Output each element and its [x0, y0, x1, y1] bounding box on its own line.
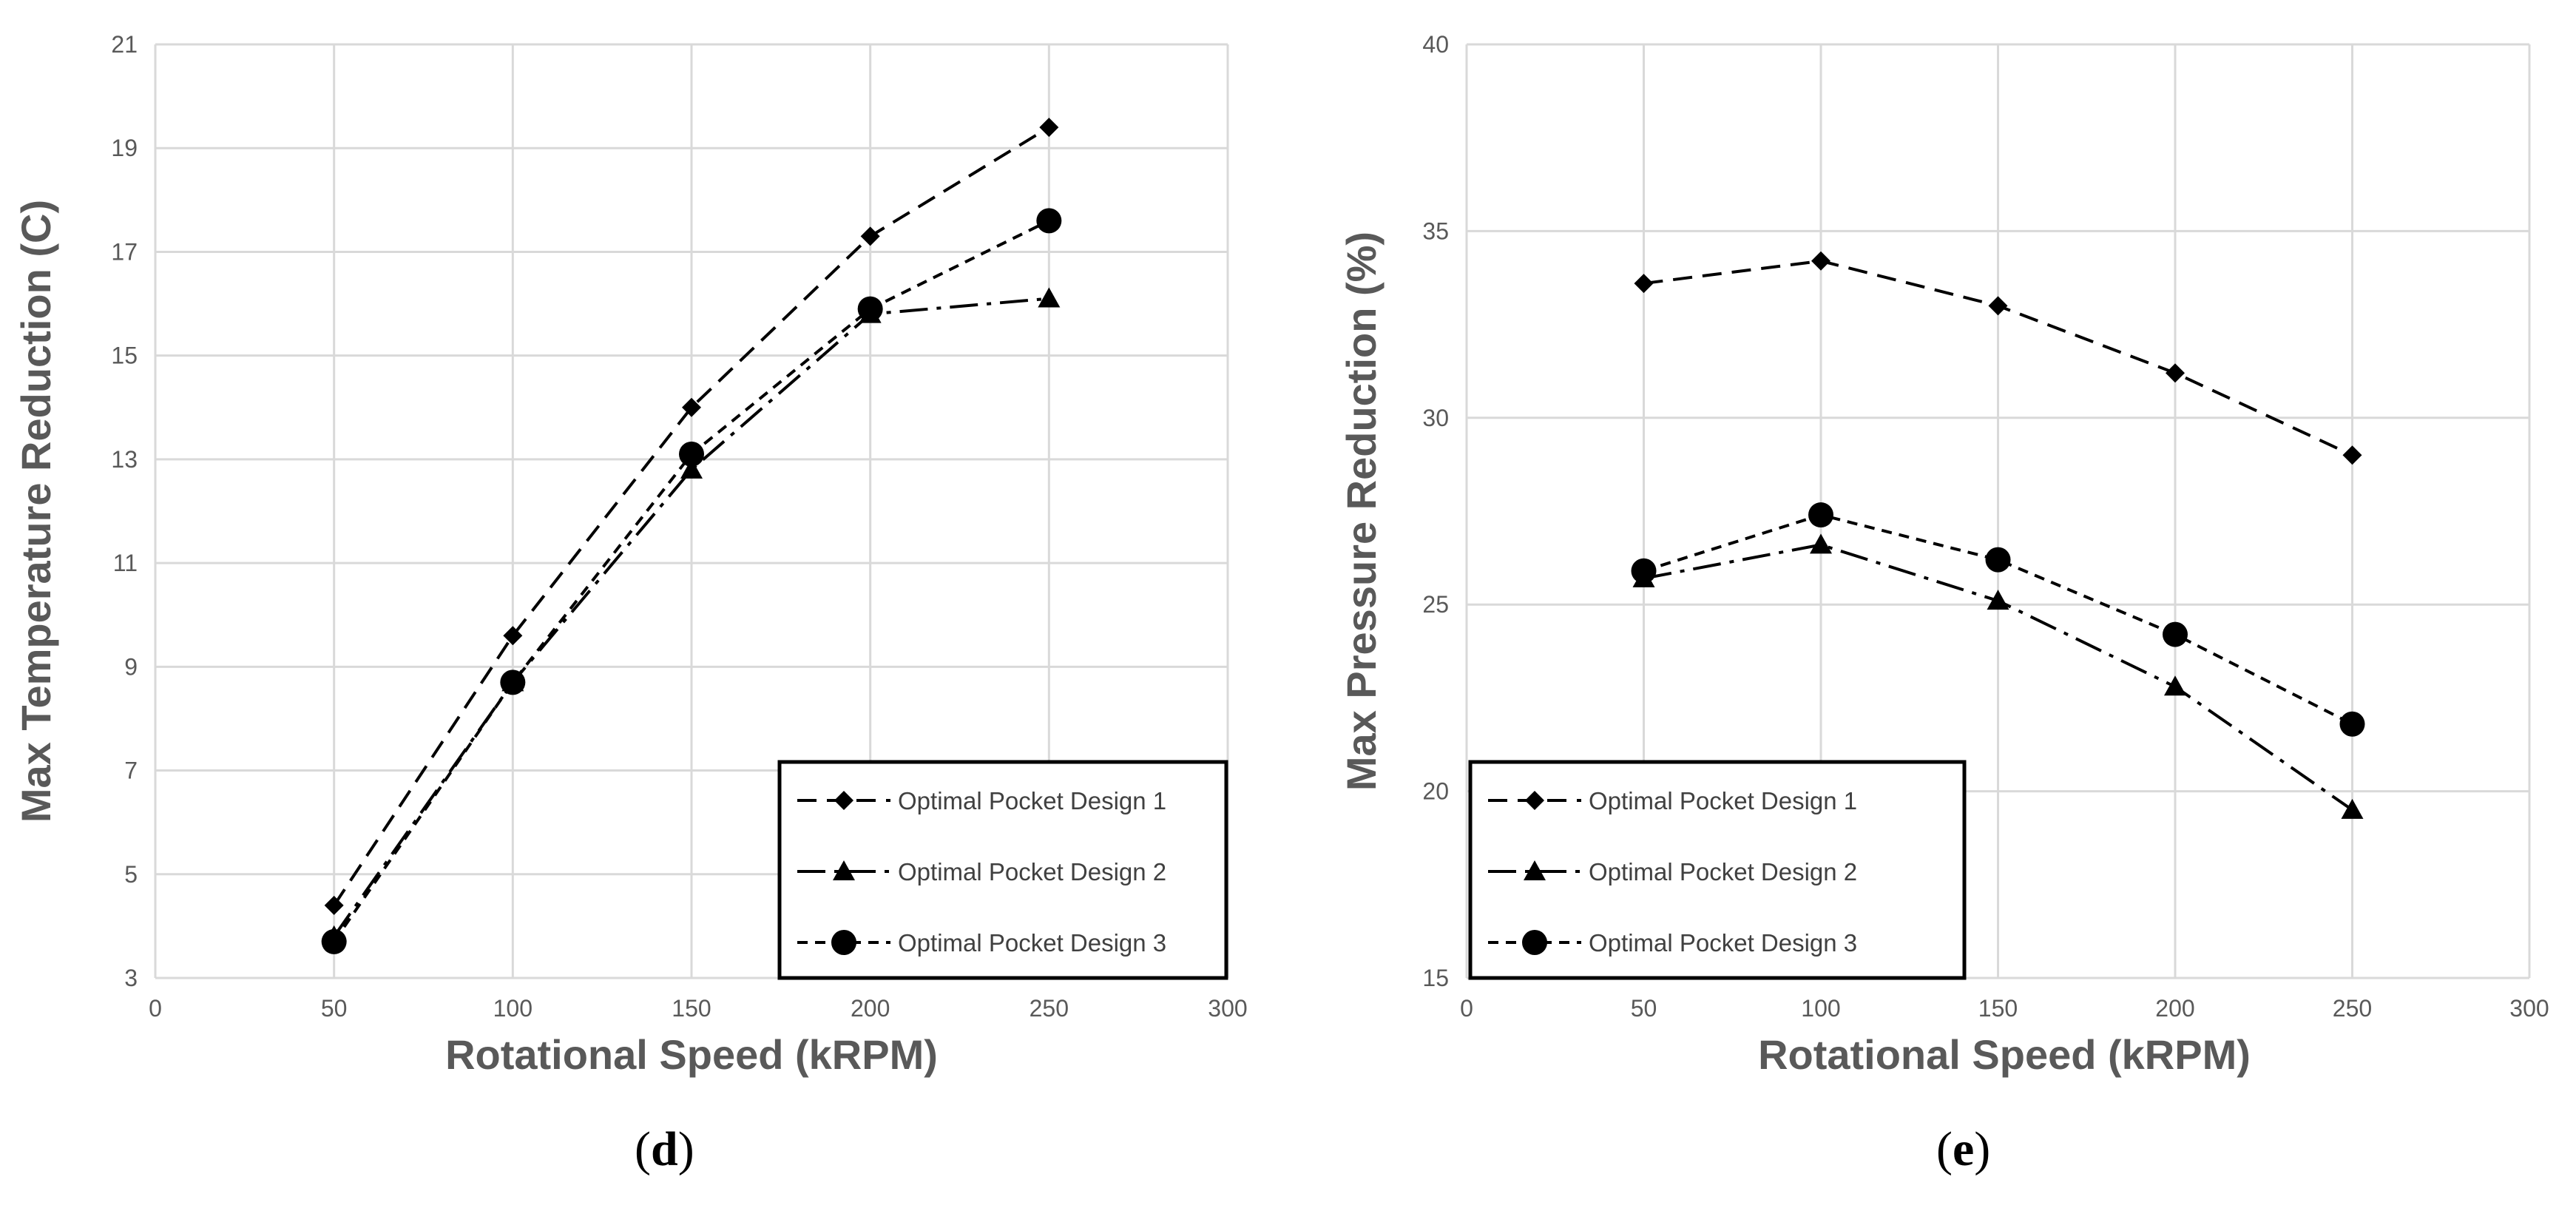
- y-tick-label: 11: [113, 550, 138, 576]
- legend: Optimal Pocket Design 1 Optimal Pocket De…: [777, 760, 1228, 980]
- panel-label: (e): [1936, 1122, 1990, 1176]
- data-point: [682, 397, 701, 417]
- legend-label: Optimal Pocket Design 3: [1589, 929, 1857, 957]
- series-1: [324, 118, 1059, 915]
- data-point: [1985, 547, 2011, 573]
- x-tick-label: 200: [851, 995, 890, 1022]
- series-3: [1631, 502, 2365, 737]
- y-tick-label: 9: [124, 653, 138, 680]
- legend-label: Optimal Pocket Design 1: [1589, 787, 1857, 814]
- series-1: [1634, 251, 2362, 465]
- data-point: [1631, 558, 1657, 584]
- x-axis-title: Rotational Speed (kRPM): [445, 1031, 938, 1078]
- legend-marker: [1522, 930, 1547, 955]
- chart-panel-d: 0 50 100 150 200 250 300 3 5 7 9 11 13 15 17 19 21 Rotati…: [13, 31, 1248, 1176]
- data-point: [679, 441, 704, 467]
- y-tick-label: 3: [124, 965, 138, 991]
- y-tick-label: 21: [111, 31, 138, 58]
- y-tick-label: 7: [124, 758, 138, 784]
- series-line: [332, 126, 1050, 906]
- data-point: [500, 669, 526, 695]
- legend-marker: [831, 930, 856, 955]
- x-tick-label: 200: [2155, 995, 2194, 1022]
- x-tick-label: 150: [1978, 995, 2018, 1022]
- x-tick-label: 50: [321, 995, 348, 1022]
- legend: Optimal Pocket Design 1 Optimal Pocket De…: [1468, 760, 1967, 980]
- x-tick-label: 300: [2509, 995, 2549, 1022]
- y-tick-label: 20: [1422, 778, 1449, 805]
- data-point: [2166, 363, 2185, 383]
- y-tick-label: 17: [111, 238, 138, 265]
- data-point: [1810, 533, 1832, 554]
- data-point: [1987, 590, 2009, 610]
- data-point: [324, 895, 344, 915]
- y-tick-label: 13: [111, 446, 138, 473]
- data-point: [857, 296, 883, 322]
- series-3: [321, 208, 1062, 954]
- series-line: [333, 297, 1049, 938]
- legend-marker: [834, 791, 853, 810]
- data-point: [2341, 798, 2364, 819]
- legend-label: Optimal Pocket Design 3: [898, 929, 1166, 957]
- y-tick-label: 35: [1422, 217, 1449, 244]
- legend-label: Optimal Pocket Design 1: [898, 787, 1166, 814]
- x-tick-label: 100: [493, 995, 533, 1022]
- legend-label: Optimal Pocket Design 2: [1589, 858, 1857, 886]
- data-point: [2163, 621, 2188, 647]
- y-tick-label: 15: [1422, 965, 1449, 991]
- data-point: [2342, 445, 2362, 465]
- x-tick-label: 100: [1801, 995, 1840, 1022]
- data-point: [2164, 675, 2186, 696]
- y-axis-title: Max Pressure Reduction (%): [1338, 232, 1385, 791]
- data-point: [1808, 502, 1833, 528]
- y-tick-label: 19: [111, 135, 138, 161]
- x-tick-label: 300: [1208, 995, 1247, 1022]
- legend-marker: [1524, 860, 1546, 880]
- data-point: [503, 626, 523, 646]
- y-tick-label: 30: [1422, 405, 1449, 431]
- legend-marker: [833, 860, 855, 880]
- panel-label: (d): [635, 1122, 694, 1176]
- legend-label: Optimal Pocket Design 2: [898, 858, 1166, 886]
- x-tick-label: 250: [2333, 995, 2372, 1022]
- series-line: [1643, 513, 2353, 726]
- data-point: [1038, 287, 1061, 308]
- data-point: [860, 226, 880, 246]
- y-tick-label: 25: [1422, 591, 1449, 618]
- legend-marker: [1525, 791, 1544, 810]
- data-point: [1036, 208, 1062, 234]
- data-point: [680, 458, 703, 479]
- x-tick-label: 0: [149, 995, 162, 1022]
- x-tick-label: 50: [1631, 995, 1657, 1022]
- data-point: [2339, 711, 2365, 737]
- y-tick-label: 40: [1422, 31, 1449, 58]
- data-point: [321, 928, 347, 954]
- data-point: [1988, 296, 2008, 316]
- y-axis-title: Max Temperature Reduction (C): [13, 200, 59, 823]
- chart-panel-e: 0 50 100 150 200 250 300 15 20 25 30 35 40 Rotational…: [1338, 31, 2549, 1176]
- x-tick-label: 250: [1030, 995, 1069, 1022]
- data-point: [1634, 274, 1654, 294]
- y-tick-label: 15: [111, 343, 138, 369]
- x-tick-label: 150: [672, 995, 711, 1022]
- y-tick-label: 5: [124, 861, 138, 888]
- data-point: [1039, 118, 1059, 138]
- x-tick-label: 0: [1460, 995, 1473, 1022]
- x-axis-title: Rotational Speed (kRPM): [1758, 1031, 2251, 1078]
- data-point: [1811, 251, 1830, 271]
